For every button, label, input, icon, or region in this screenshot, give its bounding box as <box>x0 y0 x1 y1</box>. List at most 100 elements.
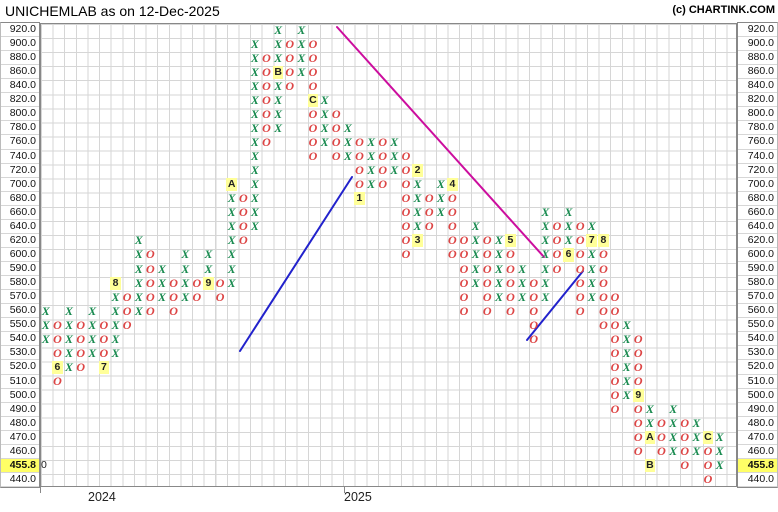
o-cell: O <box>575 303 585 318</box>
o-cell: O <box>680 430 690 445</box>
y-axis-label: 760.0 <box>738 135 777 150</box>
month-marker-9: 9 <box>203 276 214 290</box>
o-cell: O <box>575 289 585 304</box>
o-cell: O <box>482 261 492 276</box>
x-cell: X <box>204 261 213 276</box>
o-cell: O <box>448 233 457 248</box>
x-cell: X <box>227 219 236 234</box>
o-cell: O <box>285 78 295 93</box>
y-axis-label: 860.0 <box>1 65 39 80</box>
x-cell: X <box>343 149 352 164</box>
o-cell: O <box>401 177 411 192</box>
o-cell: O <box>599 303 608 318</box>
o-cell: O <box>331 120 341 135</box>
x-cell: X <box>518 261 527 276</box>
o-cell: O <box>146 247 155 262</box>
o-cell: O <box>262 64 271 79</box>
month-marker-7: 7 <box>98 360 110 374</box>
x-cell: X <box>65 317 74 332</box>
y-axis-label: 640.0 <box>738 220 777 234</box>
o-cell: O <box>610 402 620 417</box>
o-cell: O <box>575 275 585 290</box>
x-cell: X <box>41 303 50 318</box>
x-cell: X <box>65 345 74 360</box>
x-cell: X <box>564 205 573 220</box>
x-cell: X <box>111 289 120 304</box>
x-cell: X <box>413 205 422 220</box>
x-cell: X <box>41 331 50 346</box>
y-axis-label: 700.0 <box>738 178 777 192</box>
x-cell: X <box>250 177 259 192</box>
o-cell: O <box>215 275 225 290</box>
x-cell: X <box>622 359 631 374</box>
month-marker-8: 8 <box>598 234 609 248</box>
x-cell: X <box>541 261 550 276</box>
o-cell: O <box>76 317 85 332</box>
x-cell: X <box>157 275 166 290</box>
x-cell: X <box>227 191 236 206</box>
y-axis-label: 920.0 <box>738 23 777 38</box>
o-cell: O <box>331 134 341 149</box>
month-marker-5: 5 <box>505 234 516 248</box>
x-cell: X <box>692 444 701 459</box>
y-axis-label: 620.0 <box>1 234 39 248</box>
o-cell: O <box>633 331 643 346</box>
x-cell: X <box>494 275 503 290</box>
o-cell: O <box>575 247 585 262</box>
x-cell: X <box>111 317 120 332</box>
month-marker-7: 7 <box>586 234 598 248</box>
o-cell: O <box>308 149 318 164</box>
o-cell: O <box>262 78 271 93</box>
o-cell: O <box>146 303 155 318</box>
y-axis-label: 800.0 <box>738 107 777 122</box>
x-axis-year-label: 2024 <box>88 490 116 504</box>
month-marker-B: B <box>644 459 656 473</box>
o-cell: O <box>308 64 318 79</box>
o-cell: O <box>331 106 341 121</box>
month-marker-A: A <box>226 178 237 192</box>
o-cell: O <box>401 205 411 220</box>
x-cell: X <box>250 50 259 65</box>
o-cell: O <box>459 303 469 318</box>
x-cell: X <box>390 134 399 149</box>
x-cell: X <box>436 177 445 192</box>
x-cell: X <box>250 120 259 135</box>
x-cell: X <box>692 430 701 445</box>
o-cell: O <box>355 163 364 178</box>
x-cell: X <box>181 275 190 290</box>
x-axis-year-label: 2025 <box>344 490 372 504</box>
o-cell: O <box>308 50 318 65</box>
y-axis-label: 820.0 <box>1 93 39 108</box>
y-axis-label: 460.0 <box>738 445 777 459</box>
x-cell: X <box>274 22 283 37</box>
y-axis-label: 500.0 <box>738 389 777 403</box>
o-cell: O <box>680 458 690 473</box>
x-cell: X <box>622 317 631 332</box>
o-cell: O <box>53 331 62 346</box>
x-cell: X <box>111 345 120 360</box>
o-cell: O <box>680 416 690 431</box>
o-cell: O <box>610 303 620 318</box>
o-cell: O <box>703 458 713 473</box>
o-cell: O <box>575 219 585 234</box>
y-axis-label: 600.0 <box>738 248 777 263</box>
o-cell: O <box>169 303 178 318</box>
o-cell: O <box>506 275 515 290</box>
o-cell: O <box>122 303 132 318</box>
o-cell: O <box>401 219 411 234</box>
x-cell: X <box>541 289 550 304</box>
x-cell: X <box>250 149 259 164</box>
o-cell: O <box>378 149 388 164</box>
x-cell: X <box>494 233 503 248</box>
o-cell: O <box>192 289 202 304</box>
y-axis-label: 455.8 <box>738 458 777 473</box>
y-axis-label: 680.0 <box>738 192 777 206</box>
x-cell: X <box>250 191 259 206</box>
x-cell: X <box>541 275 550 290</box>
y-axis-label: 480.0 <box>738 417 777 431</box>
o-cell: O <box>575 261 585 276</box>
o-cell: O <box>599 261 608 276</box>
o-cell: O <box>424 191 434 206</box>
x-cell: X <box>367 177 376 192</box>
